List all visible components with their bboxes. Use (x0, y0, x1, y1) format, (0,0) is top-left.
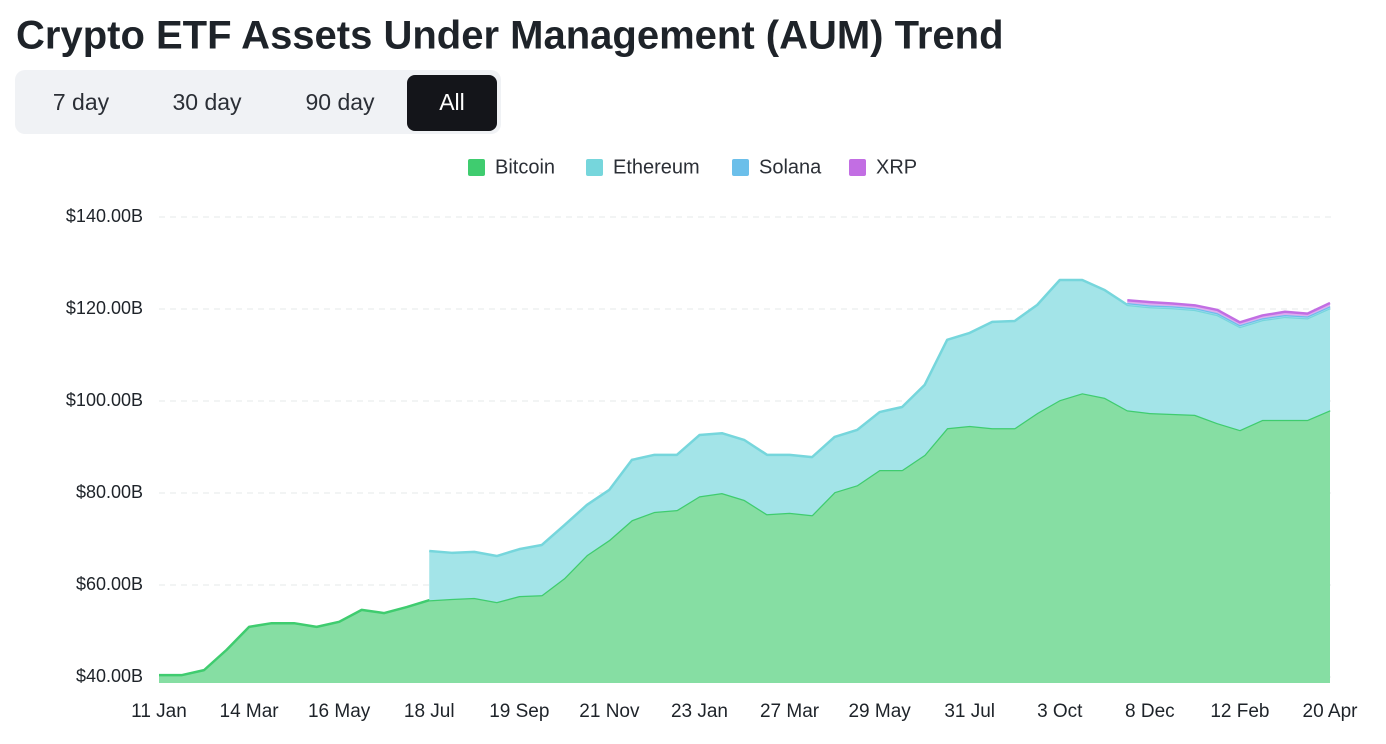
tab[interactable]: All (439, 89, 465, 115)
tab-active-bg (407, 75, 497, 131)
legend-swatch (849, 159, 866, 176)
tab[interactable]: 30 day (172, 89, 242, 115)
tab[interactable]: 7 day (53, 89, 110, 115)
x-tick-label: 21 Nov (579, 701, 640, 722)
area (429, 280, 1330, 603)
y-tick-label: $120.00B (66, 298, 143, 318)
x-tick-label: 31 Jul (944, 701, 995, 722)
x-tick-label: 12 Feb (1210, 701, 1269, 722)
legend-label: XRP (876, 156, 917, 178)
y-tick-label: $80.00B (76, 482, 143, 502)
x-tick-label: 29 May (848, 701, 911, 722)
area (1127, 300, 1330, 326)
y-tick-label: $140.00B (66, 206, 143, 226)
legend-swatch (586, 159, 603, 176)
x-tick-label: 18 Jul (404, 701, 455, 722)
x-tick-label: 14 Mar (220, 701, 280, 722)
y-tick-label: $100.00B (66, 390, 143, 410)
chart-title: Crypto ETF Assets Under Management (AUM)… (16, 14, 1004, 58)
x-tick-label: 20 Apr (1303, 701, 1359, 722)
legend-label: Bitcoin (495, 156, 555, 178)
x-tick-label: 27 Mar (760, 701, 820, 722)
x-tick-label: 8 Dec (1125, 701, 1175, 722)
y-tick-label: $60.00B (76, 574, 143, 594)
area (159, 393, 1330, 683)
x-tick-label: 3 Oct (1037, 701, 1083, 722)
tab[interactable]: 90 day (305, 89, 375, 115)
legend-swatch (732, 159, 749, 176)
area-line (1127, 299, 1331, 324)
x-tick-label: 16 May (308, 701, 371, 722)
x-tick-label: 23 Jan (671, 701, 728, 722)
x-tick-label: 11 Jan (131, 701, 187, 722)
legend-swatch (468, 159, 485, 176)
legend-label: Solana (759, 156, 822, 178)
legend-label: Ethereum (613, 156, 700, 178)
tab-bar (15, 70, 501, 134)
x-tick-label: 19 Sep (489, 701, 549, 722)
y-tick-label: $40.00B (76, 666, 143, 686)
